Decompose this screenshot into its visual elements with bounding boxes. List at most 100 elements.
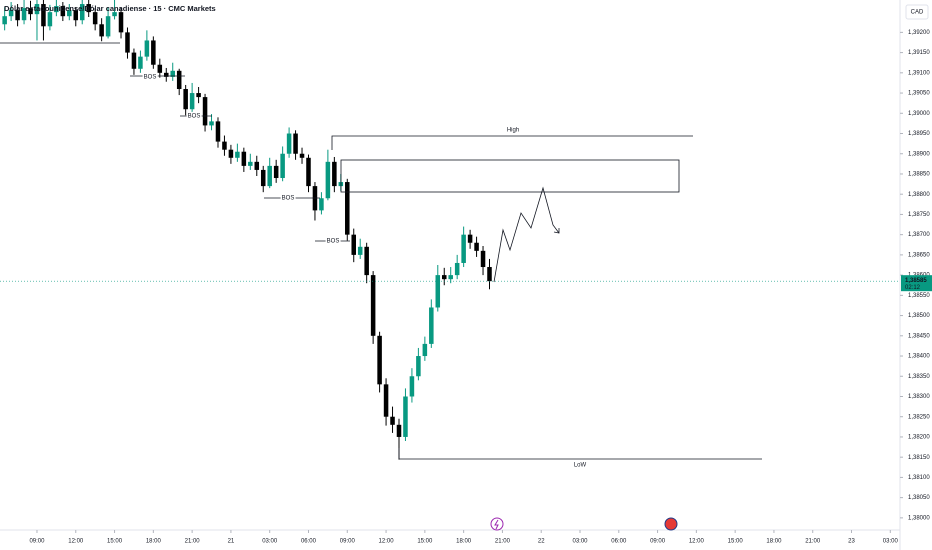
price-tag bbox=[901, 275, 932, 292]
y-tick-label: 1,38400 bbox=[908, 354, 930, 360]
y-tick-label: 1,38550 bbox=[908, 293, 930, 299]
x-tick-label: 15:00 bbox=[417, 539, 433, 545]
x-tick-label: 21:00 bbox=[805, 539, 821, 545]
candle-body bbox=[215, 121, 221, 142]
y-tick-label: 1,38000 bbox=[908, 515, 930, 521]
candle-body bbox=[170, 70, 175, 77]
candle-body bbox=[28, 8, 33, 15]
high-label: High bbox=[507, 128, 519, 134]
candle-body bbox=[480, 250, 486, 268]
candle-body bbox=[293, 133, 298, 154]
y-tick-label: 1,39200 bbox=[908, 30, 930, 36]
x-tick-label: 06:00 bbox=[611, 539, 627, 545]
y-tick-label: 1,38500 bbox=[908, 313, 930, 319]
countdown-label: 02:12 bbox=[905, 285, 921, 291]
x-tick-label: 06:00 bbox=[301, 539, 317, 545]
x-tick-label: 18:00 bbox=[766, 539, 782, 545]
x-tick-label: 22 bbox=[538, 539, 545, 545]
x-tick-label: 21:00 bbox=[495, 539, 511, 545]
candle-body bbox=[21, 8, 27, 21]
bos-label: BOS bbox=[188, 114, 201, 120]
x-tick-label: 03:00 bbox=[883, 539, 899, 545]
candle-body bbox=[409, 376, 415, 397]
y-tick-label: 1,38800 bbox=[908, 192, 930, 198]
candle-body bbox=[86, 4, 91, 13]
candle-body bbox=[131, 52, 137, 69]
candle-body bbox=[138, 56, 143, 69]
event-icon-glyph bbox=[494, 519, 499, 530]
candle-body bbox=[176, 70, 182, 90]
candle-body bbox=[306, 157, 311, 187]
y-tick-label: 1,38250 bbox=[908, 414, 930, 420]
candle-body bbox=[299, 153, 305, 158]
candle-body bbox=[99, 24, 104, 37]
x-tick-label: 09:00 bbox=[650, 539, 666, 545]
candle-body bbox=[2, 16, 7, 25]
y-tick-label: 1,39150 bbox=[908, 50, 930, 56]
currency-button[interactable] bbox=[905, 4, 929, 20]
drawings: BOS BOS BOS BOS High LoW bbox=[0, 42, 762, 531]
x-tick-label: 21:00 bbox=[185, 539, 201, 545]
candle-body bbox=[345, 182, 350, 235]
y-tick-label: 1,39050 bbox=[908, 91, 930, 97]
candle-body bbox=[222, 141, 227, 150]
candle-body bbox=[47, 12, 53, 27]
candle-body bbox=[364, 246, 369, 276]
candle-body bbox=[383, 384, 389, 417]
candle-body bbox=[41, 4, 46, 27]
candle-body bbox=[196, 93, 201, 98]
x-tick-label: 09:00 bbox=[29, 539, 45, 545]
candle-body bbox=[157, 64, 163, 73]
y-tick-label: 1,38950 bbox=[908, 131, 930, 137]
candle-body bbox=[461, 234, 466, 263]
candle-body bbox=[118, 12, 124, 33]
candle-body bbox=[474, 242, 479, 251]
projection-path bbox=[493, 186, 560, 283]
y-tick-label: 1,38750 bbox=[908, 212, 930, 218]
y-tick-label: 1,38650 bbox=[908, 252, 930, 258]
candle-body bbox=[235, 151, 240, 158]
plot bbox=[0, 0, 900, 460]
candle-body bbox=[403, 396, 408, 437]
high-line bbox=[331, 135, 693, 150]
y-tick-label: 1,38050 bbox=[908, 495, 930, 501]
x-tick-label: 23 bbox=[848, 539, 855, 545]
candle-body bbox=[267, 165, 272, 187]
event-icon[interactable] bbox=[490, 517, 504, 531]
candle-body bbox=[209, 121, 214, 126]
candle-body bbox=[202, 97, 208, 126]
candle-body bbox=[105, 16, 111, 37]
candle-body bbox=[254, 161, 260, 170]
candle-body bbox=[429, 307, 434, 344]
candle-body bbox=[34, 4, 40, 15]
candle-body bbox=[54, 6, 59, 13]
y-tick-label: 1,38300 bbox=[908, 394, 930, 400]
currency-label: CAD bbox=[911, 10, 924, 16]
x-tick-label: 18:00 bbox=[146, 539, 162, 545]
y-tick-label: 1,38700 bbox=[908, 232, 930, 238]
x-tick-label: 18:00 bbox=[456, 539, 472, 545]
candle-body bbox=[357, 246, 363, 255]
bos-label: BOS bbox=[282, 196, 295, 202]
candle-body bbox=[325, 161, 331, 199]
x-tick-label: 15:00 bbox=[728, 539, 744, 545]
x-tick-label: 15:00 bbox=[107, 539, 123, 545]
low-label: LoW bbox=[574, 463, 587, 469]
candle-body bbox=[228, 149, 234, 158]
x-tick-label: 09:00 bbox=[340, 539, 356, 545]
flag-icon[interactable] bbox=[664, 517, 678, 531]
candle-body bbox=[164, 72, 169, 77]
x-tick-label: 03:00 bbox=[572, 539, 588, 545]
bos-label: BOS bbox=[327, 239, 340, 245]
candle-body bbox=[280, 153, 285, 179]
candle-body bbox=[370, 275, 376, 336]
candle-body bbox=[273, 165, 279, 179]
candle-body bbox=[241, 151, 247, 166]
low-line bbox=[398, 448, 762, 460]
y-tick-label: 1,38850 bbox=[908, 172, 930, 178]
candle-body bbox=[286, 133, 292, 154]
candle-body bbox=[260, 169, 266, 187]
x-tick-label: 21 bbox=[228, 539, 235, 545]
